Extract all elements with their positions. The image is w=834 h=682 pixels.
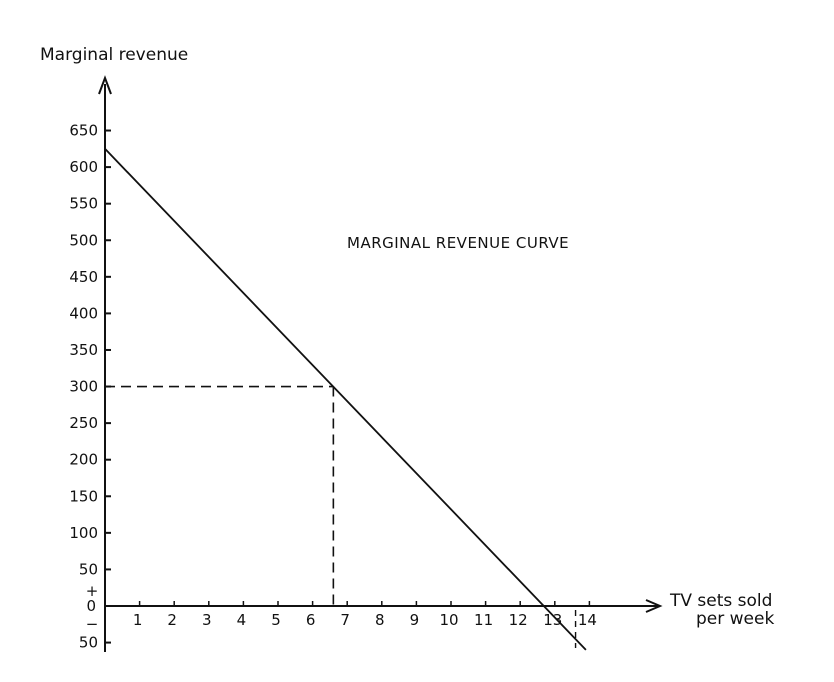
x-tick-label: 12 (509, 611, 528, 629)
x-tick-label: 7 (340, 611, 350, 629)
y-tick-label: 250 (69, 414, 98, 432)
chart-annotation: MARGINAL REVENUE CURVE (347, 234, 569, 252)
y-tick-label: 150 (69, 487, 98, 505)
x-tick-label: 8 (375, 611, 385, 629)
y-tick-label: 500 (69, 231, 98, 249)
y-tick-label: 600 (69, 158, 98, 176)
x-tick-label: 5 (271, 611, 281, 629)
y-tick-label: 350 (69, 341, 98, 359)
y-tick-label: 50 (79, 634, 98, 652)
x-tick-label: 4 (237, 611, 247, 629)
y-axis-title: Marginal revenue (40, 45, 188, 65)
y-zero-label: 0 (86, 597, 96, 615)
y-tick-label: 400 (69, 304, 98, 322)
y-tick-label: 450 (69, 268, 98, 286)
x-tick-label: 6 (306, 611, 316, 629)
minus-sign: − (86, 615, 99, 633)
x-tick-label: 9 (410, 611, 420, 629)
x-axis-title-line1: TV sets sold (669, 591, 772, 611)
y-tick-label: 300 (69, 378, 98, 396)
plus-sign: + (86, 582, 99, 600)
x-tick-label: 1 (133, 611, 143, 629)
x-tick-label: 2 (167, 611, 177, 629)
x-tick-label: 11 (474, 611, 493, 629)
marginal-revenue-line (104, 148, 587, 651)
y-tick-label: 550 (69, 195, 98, 213)
y-tick-label: 50 (79, 560, 98, 578)
x-tick-label: 14 (578, 611, 597, 629)
x-axis-arrowhead (645, 599, 663, 613)
chart-marks: 6506005505004504003503002502001501005050… (69, 75, 663, 652)
x-axis-title-line2: per week (696, 609, 774, 629)
x-tick-label: 3 (202, 611, 212, 629)
y-tick-label: 100 (69, 524, 98, 542)
x-tick-label: 10 (439, 611, 458, 629)
x-tick-label: 13 (543, 611, 562, 629)
y-tick-label: 650 (69, 122, 98, 140)
y-tick-label: 200 (69, 451, 98, 469)
y-axis-arrowhead (98, 75, 112, 95)
